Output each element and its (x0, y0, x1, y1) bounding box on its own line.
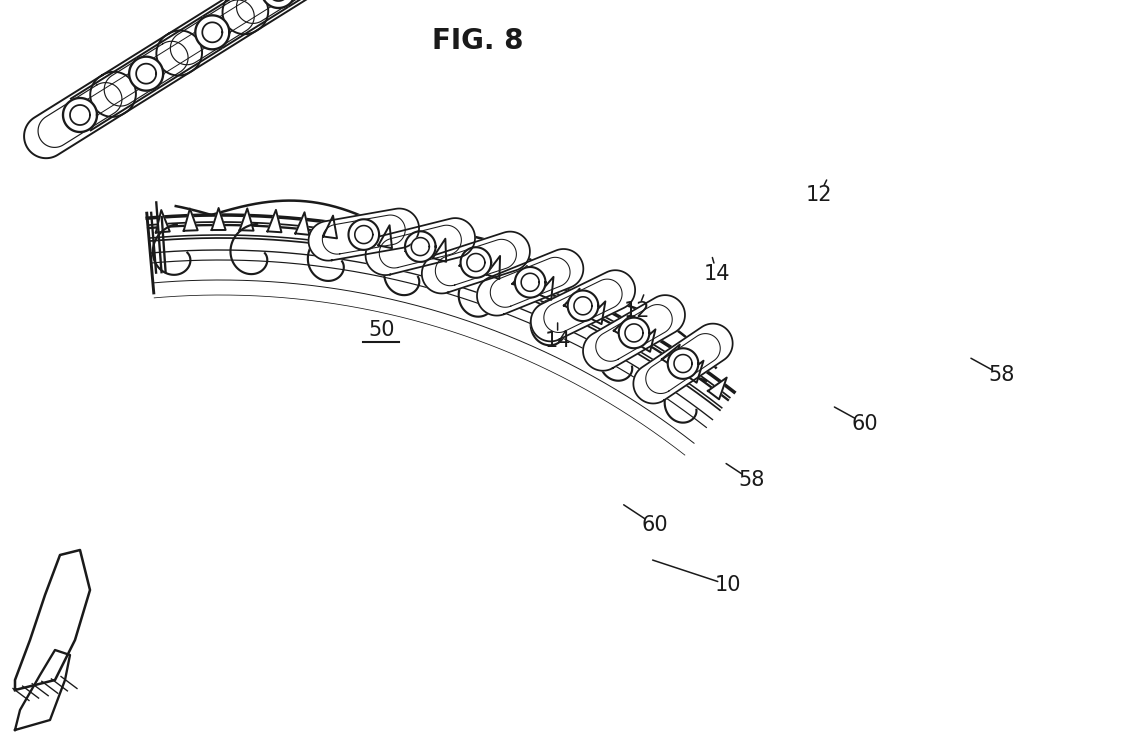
Polygon shape (589, 302, 605, 324)
Polygon shape (486, 256, 500, 279)
Polygon shape (460, 247, 473, 270)
Text: 58: 58 (737, 470, 765, 490)
Polygon shape (156, 0, 269, 76)
Polygon shape (477, 249, 584, 316)
Polygon shape (183, 209, 198, 231)
Polygon shape (323, 215, 337, 238)
Polygon shape (625, 324, 643, 342)
Polygon shape (583, 296, 685, 370)
Polygon shape (432, 238, 446, 262)
Polygon shape (668, 348, 699, 379)
Text: FIG. 8: FIG. 8 (432, 27, 523, 56)
Polygon shape (15, 650, 71, 730)
Polygon shape (365, 218, 475, 275)
Text: 10: 10 (715, 575, 742, 595)
Polygon shape (348, 219, 379, 250)
Polygon shape (521, 273, 539, 291)
Text: 12: 12 (624, 302, 651, 321)
Polygon shape (137, 64, 156, 84)
Text: 60: 60 (641, 515, 668, 535)
Polygon shape (405, 232, 419, 254)
Polygon shape (405, 231, 436, 262)
Polygon shape (351, 220, 364, 243)
Polygon shape (378, 225, 391, 248)
Polygon shape (685, 361, 703, 382)
Polygon shape (15, 550, 90, 690)
Polygon shape (203, 22, 222, 42)
Text: 12: 12 (806, 185, 833, 205)
Polygon shape (24, 72, 135, 158)
Polygon shape (512, 266, 527, 289)
Polygon shape (411, 238, 429, 256)
Polygon shape (422, 232, 530, 293)
Polygon shape (662, 344, 679, 367)
Text: 50: 50 (368, 320, 395, 340)
Polygon shape (538, 277, 553, 300)
Polygon shape (564, 289, 579, 311)
Polygon shape (223, 0, 335, 34)
Polygon shape (467, 254, 485, 272)
Text: 14: 14 (544, 332, 571, 351)
Polygon shape (708, 377, 727, 399)
Text: 58: 58 (988, 365, 1015, 385)
Polygon shape (267, 210, 281, 232)
Polygon shape (574, 297, 592, 315)
Polygon shape (638, 329, 655, 352)
Polygon shape (613, 315, 630, 338)
Polygon shape (568, 290, 599, 321)
Polygon shape (674, 355, 692, 373)
Polygon shape (129, 57, 163, 91)
Polygon shape (71, 105, 90, 125)
Polygon shape (308, 209, 419, 261)
Polygon shape (156, 210, 170, 232)
Polygon shape (530, 270, 635, 341)
Polygon shape (90, 31, 203, 117)
Polygon shape (196, 15, 229, 50)
Text: 14: 14 (703, 264, 731, 284)
Polygon shape (619, 318, 650, 348)
Polygon shape (240, 209, 254, 231)
Polygon shape (262, 0, 296, 8)
Polygon shape (355, 226, 373, 244)
Polygon shape (461, 248, 492, 278)
Polygon shape (634, 324, 733, 404)
Polygon shape (296, 212, 310, 235)
Polygon shape (269, 0, 288, 1)
Text: 60: 60 (851, 414, 879, 434)
Polygon shape (212, 208, 225, 230)
Polygon shape (63, 98, 97, 132)
Polygon shape (514, 267, 545, 298)
